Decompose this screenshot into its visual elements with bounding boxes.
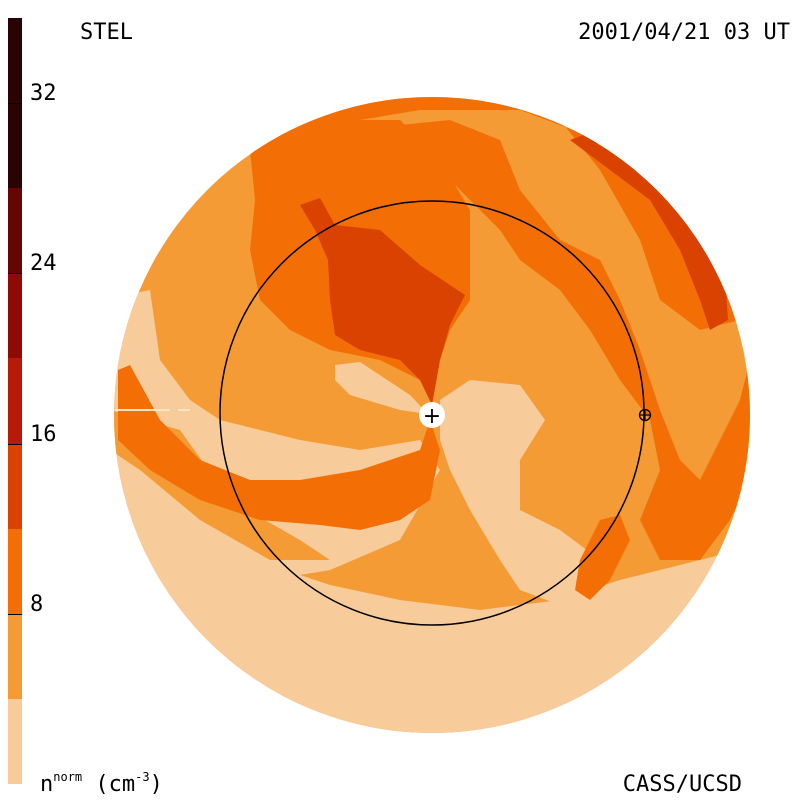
colorbar-tick xyxy=(8,273,22,275)
earth-orbit-circle xyxy=(219,200,645,626)
density-region-0-4-tongue xyxy=(335,362,428,414)
colorbar-segment xyxy=(8,613,22,699)
colorbar-tick xyxy=(8,103,22,105)
sun-symbol: + xyxy=(423,404,441,429)
density-region-12-16-core xyxy=(300,198,465,405)
unit-close: ) xyxy=(149,772,163,797)
density-colorbar xyxy=(8,18,22,784)
colorbar-segment xyxy=(8,698,22,784)
earth-icon xyxy=(638,408,652,422)
colorbar-segment xyxy=(8,358,22,444)
colorbar-segment xyxy=(8,188,22,274)
density-region-8-12-west xyxy=(118,365,440,530)
colorbar-tick xyxy=(8,613,22,615)
quantity-symbol: n xyxy=(40,772,54,797)
density-region-0-4-south xyxy=(114,290,750,733)
colorbar-tick-label: 24 xyxy=(30,251,57,277)
colorbar-tick-label: 16 xyxy=(30,421,57,447)
timestamp-label: 2001/04/21 03 UT xyxy=(578,20,790,45)
density-region-8-12-south-patch xyxy=(575,515,630,600)
colorbar-segment xyxy=(8,528,22,614)
density-unit-label: nnorm (cm-3) xyxy=(40,770,163,798)
credit-label: CASS/UCSD xyxy=(622,772,742,797)
quantity-superscript: norm xyxy=(53,770,83,784)
unit-exponent: -3 xyxy=(135,770,150,784)
colorbar-tick-label: 32 xyxy=(30,81,57,107)
sun-marker xyxy=(419,402,445,428)
colorbar-segment xyxy=(8,273,22,359)
density-region-8-12-east-band xyxy=(250,97,750,560)
colorbar-tick-label: 8 xyxy=(30,591,44,617)
unit-open: (cm xyxy=(82,772,136,797)
observatory-label: STEL xyxy=(80,20,133,45)
colorbar-tick xyxy=(8,443,22,445)
density-region-0-4-east xyxy=(440,380,600,605)
colorbar-segment xyxy=(8,443,22,529)
